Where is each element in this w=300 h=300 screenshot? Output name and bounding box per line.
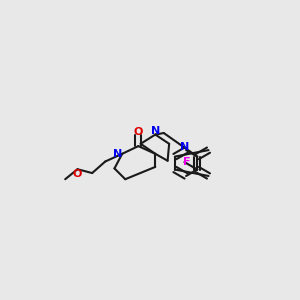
Text: O: O [73,169,82,179]
Text: N: N [180,142,189,152]
Text: N: N [113,149,123,159]
Text: N: N [151,126,160,136]
Text: F: F [183,157,190,167]
Text: O: O [134,127,143,137]
